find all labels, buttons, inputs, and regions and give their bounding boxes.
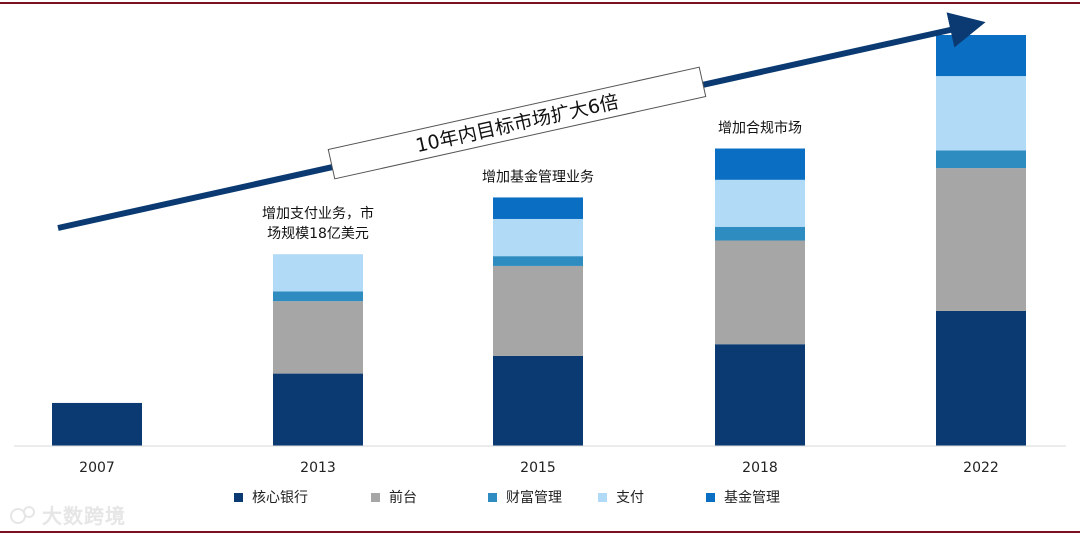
bar-2018-series-0 bbox=[715, 344, 805, 446]
x-tick-label-2022: 2022 bbox=[963, 460, 999, 476]
legend-swatch-4 bbox=[706, 492, 715, 502]
legend: 核心银行 前台 财富管理 支付 基金管理 bbox=[0, 487, 1080, 509]
x-tick-label-2013: 2013 bbox=[300, 460, 336, 476]
bar-2015-series-2 bbox=[493, 256, 583, 266]
legend-swatch-3 bbox=[598, 492, 607, 502]
annotation-2015-line-0: 增加基金管理业务 bbox=[482, 168, 594, 185]
trend-callout-box bbox=[327, 66, 707, 180]
bars-group bbox=[52, 35, 1026, 446]
bar-2013-series-1 bbox=[273, 301, 363, 374]
bar-2015-series-1 bbox=[493, 265, 583, 356]
legend-label-4: 基金管理 bbox=[724, 490, 780, 506]
bottom-rule bbox=[0, 531, 1080, 533]
bar-2018-series-2 bbox=[715, 226, 805, 241]
top-rule bbox=[0, 2, 1080, 4]
legend-label-3: 支付 bbox=[616, 490, 644, 506]
bar-2015-series-3 bbox=[493, 218, 583, 257]
bar-2013-series-2 bbox=[273, 291, 363, 302]
annotation-2018-line-0: 增加合规市场 bbox=[718, 120, 802, 137]
bar-2018-series-4 bbox=[715, 148, 805, 180]
annotation-2013-line-0: 增加支付业务，市 bbox=[262, 205, 374, 222]
legend-swatch-1 bbox=[371, 492, 380, 502]
watermark-logo-icon bbox=[10, 505, 35, 524]
legend-label-1: 前台 bbox=[389, 490, 417, 506]
legend-label-0: 核心银行 bbox=[252, 490, 308, 506]
trend-callout: 10年内目标市场扩大6倍 bbox=[327, 66, 707, 180]
legend-item-2: 财富管理 bbox=[488, 487, 562, 507]
bar-2022-series-1 bbox=[936, 168, 1026, 311]
x-tick-label-2015: 2015 bbox=[520, 460, 556, 476]
legend-item-4: 基金管理 bbox=[706, 487, 780, 507]
bar-2022-series-0 bbox=[936, 310, 1026, 446]
bar-2015-series-0 bbox=[493, 355, 583, 446]
legend-swatch-2 bbox=[488, 492, 497, 502]
watermark-text: 大数跨境 bbox=[42, 504, 126, 528]
x-tick-labels: 2007 2013 2015 2018 2022 bbox=[79, 460, 999, 476]
legend-item-1: 前台 bbox=[371, 487, 417, 507]
x-tick-label-2007: 2007 bbox=[79, 460, 115, 476]
bar-2007-series-0 bbox=[52, 402, 142, 446]
annotation-2013-line-1: 场规模18亿美元 bbox=[267, 226, 369, 242]
legend-swatch-0 bbox=[234, 492, 243, 502]
bar-2013-series-0 bbox=[273, 373, 363, 446]
bar-2022-series-4 bbox=[936, 35, 1026, 77]
watermark: 大数跨境 bbox=[10, 500, 126, 529]
bar-2018-series-1 bbox=[715, 240, 805, 345]
bar-2022-series-2 bbox=[936, 150, 1026, 169]
bar-2018-series-3 bbox=[715, 179, 805, 227]
legend-label-2: 财富管理 bbox=[506, 490, 562, 506]
legend-item-0: 核心银行 bbox=[234, 487, 308, 507]
x-tick-label-2018: 2018 bbox=[742, 460, 778, 476]
bar-2015-series-4 bbox=[493, 197, 583, 219]
bar-2013-series-3 bbox=[273, 254, 363, 292]
legend-item-3: 支付 bbox=[598, 487, 644, 507]
bar-2022-series-3 bbox=[936, 76, 1026, 151]
